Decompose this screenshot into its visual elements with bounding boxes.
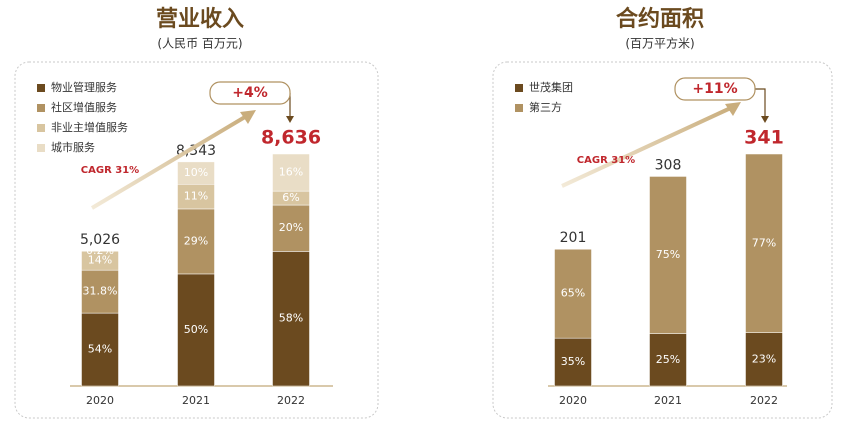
panel	[492, 61, 833, 419]
bar-segment	[649, 333, 687, 387]
growth-box	[209, 81, 291, 105]
cagr-label: CAGR 31%	[577, 155, 635, 166]
bar-segment	[554, 248, 592, 339]
total-label: 5,026	[80, 232, 120, 248]
x-tick-label: 2020	[559, 394, 587, 407]
value-label: 25%	[656, 353, 680, 366]
legend-swatch	[37, 124, 45, 132]
bar-segment	[81, 269, 119, 314]
legend-swatch	[515, 84, 523, 92]
chart-title: 营业收入	[156, 6, 244, 32]
bar-segment	[272, 251, 310, 387]
cagr-arrow	[90, 112, 252, 210]
total-label: 8,343	[176, 143, 216, 159]
legend-label: 世茂集团	[529, 80, 573, 94]
value-label: 14%	[88, 254, 112, 267]
bar-segment	[272, 204, 310, 252]
chart-subtitle: (人民币 百万元)	[157, 37, 242, 51]
value-label: 23%	[752, 352, 776, 365]
legend-label: 第三方	[529, 100, 562, 114]
bar-segment	[745, 153, 783, 333]
cagr-arrowhead	[240, 110, 256, 124]
value-label: 31.8%	[83, 285, 118, 298]
x-tick-label: 2021	[182, 394, 210, 407]
value-label: 65%	[561, 287, 585, 300]
value-label: 50%	[184, 323, 208, 336]
growth-label: +11%	[692, 81, 737, 97]
value-label: 16%	[279, 166, 303, 179]
value-label: 6%	[282, 191, 299, 204]
value-label: 11%	[184, 190, 208, 203]
value-label: 20%	[279, 221, 303, 234]
chart-subtitle: (百万平方米)	[625, 36, 694, 51]
legend-swatch	[515, 104, 523, 112]
value-label: 0.2%	[86, 244, 114, 257]
legend-label: 社区增值服务	[51, 100, 117, 114]
panel	[14, 61, 379, 419]
bar-segment	[554, 337, 592, 387]
growth-box	[674, 77, 756, 101]
cagr-arrowhead	[725, 102, 741, 116]
value-label: 54%	[88, 343, 112, 356]
bar-segment	[649, 176, 687, 334]
x-tick-label: 2020	[86, 394, 114, 407]
total-label: 201	[560, 230, 587, 246]
value-label: 58%	[279, 312, 303, 325]
x-tick-label: 2022	[750, 394, 778, 407]
legend-label: 非业主增值服务	[51, 120, 128, 134]
legend-swatch	[37, 104, 45, 112]
value-label: 75%	[656, 248, 680, 261]
legend-swatch	[37, 144, 45, 152]
total-label: 341	[744, 127, 784, 149]
cagr-arrow	[561, 104, 736, 188]
value-label: 77%	[752, 236, 776, 249]
bar-segment	[745, 332, 783, 387]
value-label: 35%	[561, 355, 585, 368]
growth-arrowhead	[761, 116, 769, 123]
growth-arrowhead	[286, 116, 294, 123]
value-label: 29%	[184, 234, 208, 247]
x-tick-label: 2022	[277, 394, 305, 407]
cagr-label: CAGR 31%	[81, 165, 139, 176]
bar-segment	[177, 161, 215, 185]
legend-swatch	[37, 84, 45, 92]
bar-segment	[272, 153, 310, 192]
growth-connector	[755, 88, 766, 118]
legend-label: 城市服务	[51, 140, 95, 154]
growth-label: +4%	[232, 85, 268, 101]
chart-title: 合约面积	[616, 6, 704, 32]
x-tick-label: 2021	[654, 394, 682, 407]
total-label: 8,636	[261, 127, 321, 149]
legend-label: 物业管理服务	[51, 80, 117, 94]
value-label: 10%	[184, 166, 208, 179]
total-label: 308	[655, 157, 682, 173]
